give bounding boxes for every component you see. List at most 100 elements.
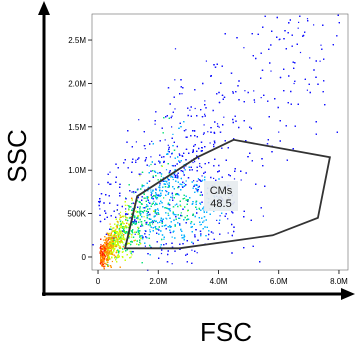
event-dot — [165, 207, 167, 209]
event-dot — [165, 217, 167, 219]
event-dot — [139, 212, 141, 214]
event-dot — [177, 181, 179, 183]
event-dot — [100, 238, 102, 240]
event-dot — [293, 82, 295, 85]
event-dot — [181, 93, 183, 95]
event-dot — [152, 230, 154, 232]
event-dot — [218, 126, 220, 128]
event-dot — [154, 219, 156, 222]
event-dot — [298, 21, 300, 23]
event-dot — [185, 195, 187, 197]
event-dot — [193, 223, 195, 225]
event-dot — [250, 219, 252, 221]
event-dot — [232, 118, 234, 121]
event-dot — [141, 216, 143, 218]
event-dot — [152, 202, 154, 204]
event-dot — [199, 165, 201, 167]
event-dot — [172, 133, 174, 135]
event-dot — [308, 83, 310, 85]
event-dot — [167, 214, 170, 216]
event-dot — [160, 175, 162, 177]
event-dot — [120, 240, 122, 242]
event-dot — [105, 247, 107, 249]
event-dot — [125, 231, 127, 233]
event-dot — [145, 206, 147, 208]
event-dot — [115, 218, 117, 220]
event-dot — [162, 180, 164, 182]
event-dot — [149, 143, 151, 145]
event-dot — [166, 153, 168, 155]
event-dot — [144, 242, 146, 244]
event-dot — [120, 247, 122, 249]
event-dot — [191, 181, 193, 183]
event-dot — [215, 179, 217, 181]
event-dot — [107, 245, 109, 247]
event-dot — [174, 165, 176, 167]
event-dot — [146, 217, 148, 219]
event-dot — [181, 154, 183, 157]
event-dot — [123, 234, 125, 236]
event-dot — [99, 247, 101, 249]
event-dot — [145, 159, 147, 161]
event-dot — [101, 253, 103, 255]
event-dot — [216, 219, 218, 221]
event-dot — [159, 246, 162, 248]
event-dot — [149, 229, 151, 231]
event-dot — [185, 165, 187, 167]
event-dot — [304, 31, 306, 33]
event-dot — [140, 173, 142, 175]
event-dot — [169, 231, 172, 234]
event-dot — [150, 163, 152, 166]
event-dot — [199, 163, 201, 165]
event-dot — [161, 234, 164, 236]
event-dot — [138, 231, 140, 233]
event-dot — [98, 204, 100, 207]
event-dot — [139, 236, 141, 238]
event-dot — [98, 183, 100, 185]
event-dot — [169, 229, 171, 231]
event-dot — [99, 251, 102, 253]
event-dot — [177, 177, 179, 179]
event-dot — [290, 103, 292, 105]
event-dot — [116, 240, 118, 242]
event-dot — [108, 250, 110, 252]
event-dot — [144, 207, 146, 209]
event-dot — [161, 221, 164, 223]
event-dot — [113, 250, 115, 252]
event-dot — [107, 259, 109, 261]
event-dot — [139, 208, 141, 210]
event-dot — [104, 249, 106, 251]
event-dot — [170, 226, 172, 228]
event-dot — [192, 187, 194, 189]
event-dot — [110, 232, 112, 234]
event-dot — [144, 189, 146, 191]
event-dot — [168, 192, 170, 194]
event-dot — [175, 216, 177, 218]
event-dot — [185, 129, 187, 131]
event-dot — [106, 243, 108, 245]
event-dot — [200, 109, 202, 111]
event-dot — [199, 179, 201, 181]
event-dot — [125, 197, 127, 199]
event-dot — [125, 213, 127, 216]
event-dot — [162, 177, 165, 179]
event-dot — [122, 223, 124, 225]
event-dot — [185, 180, 187, 182]
event-dot — [108, 256, 110, 258]
event-dot — [172, 195, 174, 197]
event-dot — [119, 192, 121, 194]
event-dot — [161, 220, 163, 222]
event-dot — [176, 174, 178, 176]
event-dot — [158, 257, 160, 259]
event-dot — [177, 156, 179, 158]
event-dot — [144, 160, 146, 162]
event-dot — [232, 212, 234, 214]
event-dot — [138, 173, 140, 175]
event-dot — [184, 169, 186, 171]
event-dot — [183, 167, 185, 169]
event-dot — [123, 244, 125, 246]
event-dot — [139, 241, 141, 243]
event-dot — [110, 243, 112, 245]
event-dot — [172, 199, 174, 201]
event-dot — [155, 202, 157, 204]
